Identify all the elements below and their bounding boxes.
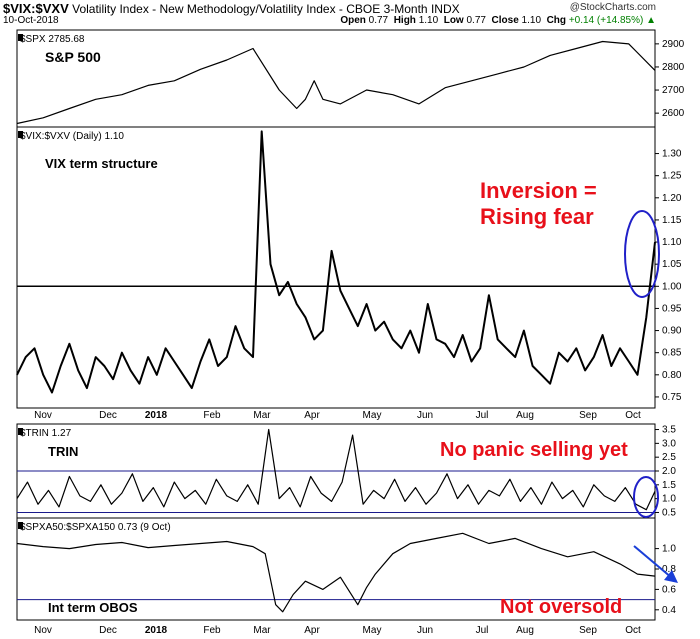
legend-spxa50_spxa150: $SPXA50:$SPXA150 0.73 (9 Oct) [20, 522, 171, 533]
y-tick-label: 1.5 [662, 480, 676, 491]
chg-value: +0.14 (+14.85%) [568, 15, 644, 26]
x-tick-label: Mar [253, 410, 271, 421]
callout-rising-fear: Rising fear [480, 204, 594, 229]
labels-layer: Nov Nov Dec Dec 2018 2018 Feb Feb Mar Mar Apr Apr Ma… [18, 34, 685, 636]
annotation-vix: VIX term structure [45, 156, 158, 171]
series-line-vix_vxv [16, 130, 656, 394]
axes-layer [16, 29, 659, 621]
x-tick-label: Jul [476, 625, 489, 636]
symbol: $VIX:$VXV [3, 1, 69, 16]
legend-spx: $SPX 2785.68 [20, 34, 85, 45]
y-tick-label: 1.0 [662, 494, 676, 505]
y-tick-label: 2.5 [662, 452, 676, 463]
close-value: 1.10 [521, 15, 542, 26]
open-value: 0.77 [368, 15, 389, 26]
series-line-spxa50_spxa150 [16, 532, 656, 613]
y-tick-label: 0.8 [662, 564, 676, 575]
y-tick-label: 2700 [662, 85, 685, 96]
y-tick-label: 0.6 [662, 584, 676, 595]
y-tick-label: 3.5 [662, 425, 676, 436]
arrow-head-icon [664, 570, 678, 583]
y-tick-label: 0.75 [662, 392, 682, 403]
legend-swatch [18, 131, 23, 138]
highlight-circle-trin [633, 476, 659, 518]
description: Volatility Index - New Methodology/Volat… [72, 2, 460, 16]
series-line-spx [16, 40, 656, 125]
x-tick-label: Feb [203, 625, 221, 636]
panel-frame [16, 126, 656, 409]
x-tick-label: Nov [34, 625, 52, 636]
x-tick-label: Jun [417, 625, 433, 636]
open-label: Open [340, 15, 366, 26]
x-tick-label: Sep [579, 410, 597, 421]
trend-arrow [633, 545, 673, 579]
y-tick-label: 0.95 [662, 303, 682, 314]
x-tick-label: May [363, 625, 382, 636]
x-tick-label: Oct [625, 625, 641, 636]
y-tick-label: 0.80 [662, 370, 682, 381]
y-tick-label: 1.10 [662, 237, 682, 248]
low-value: 0.77 [466, 15, 486, 26]
y-tick-label: 3.0 [662, 438, 676, 449]
callout-no-panic: No panic selling yet [440, 439, 628, 461]
x-tick-label: Apr [304, 410, 320, 421]
y-tick-label: 1.25 [662, 171, 682, 182]
annotation-spx: S&P 500 [45, 49, 101, 65]
x-tick-label: Jul [476, 410, 489, 421]
x-tick-label: Oct [625, 410, 641, 421]
x-tick-label: Apr [304, 625, 320, 636]
callout-inversion: Inversion = [480, 178, 597, 203]
x-tick-label: Aug [516, 625, 534, 636]
y-tick-label: 0.90 [662, 326, 682, 337]
x-tick-label: Dec [99, 410, 117, 421]
y-tick-label: 1.05 [662, 259, 682, 270]
chart-date: 10-Oct-2018 [3, 15, 59, 26]
y-tick-label: 2.0 [662, 466, 676, 477]
x-tick-label: Aug [516, 410, 534, 421]
y-tick-label: 1.00 [662, 281, 682, 292]
y-tick-label: 1.20 [662, 193, 682, 204]
legend-swatch [18, 34, 23, 41]
callout-not-oversold: Not oversold [500, 596, 622, 618]
y-tick-label: 2800 [662, 62, 685, 73]
y-tick-label: 0.5 [662, 507, 676, 518]
legend-swatch [18, 522, 23, 529]
y-tick-label: 1.0 [662, 544, 676, 555]
x-tick-label: Jun [417, 410, 433, 421]
annotation-trin: TRIN [48, 444, 78, 459]
highlight-circle-vix [624, 210, 660, 298]
chart-title: $VIX:$VXV Volatility Index - New Methodo… [3, 1, 460, 16]
x-tick-label: May [363, 410, 382, 421]
annotation-obos: Int term OBOS [48, 600, 138, 615]
x-tick-label: Mar [253, 625, 271, 636]
y-tick-label: 0.4 [662, 605, 676, 616]
y-tick-label: 1.30 [662, 149, 682, 160]
close-label: Close [491, 15, 519, 26]
x-tick-label: Dec [99, 625, 117, 636]
low-label: Low [443, 15, 464, 26]
ohlc-readout: Open 0.77 High 1.10 Low 0.77 Close 1.10 … [340, 15, 656, 26]
series-line-trin [16, 428, 656, 511]
high-label: High [393, 15, 416, 26]
x-tick-label: Feb [203, 410, 221, 421]
x-tick-label: 2018 [145, 625, 168, 636]
chg-label: Chg [546, 15, 567, 26]
up-arrow-icon: ▲ [646, 15, 656, 26]
y-tick-label: 1.15 [662, 215, 682, 226]
legend-vix_vxv: $VIX:$VXV (Daily) 1.10 [20, 131, 124, 142]
x-tick-label: Sep [579, 625, 597, 636]
chart-header: $VIX:$VXV Volatility Index - New Methodo… [0, 0, 700, 30]
high-value: 1.10 [418, 15, 439, 26]
y-tick-label: 0.85 [662, 348, 682, 359]
legend-trin: $TRIN 1.27 [20, 428, 72, 439]
x-tick-label: Nov [34, 410, 52, 421]
legend-swatch [18, 428, 23, 435]
brand-logo: @StockCharts.com [569, 2, 656, 13]
y-tick-label: 2600 [662, 108, 685, 119]
series-layer [16, 40, 656, 613]
x-tick-label: 2018 [145, 410, 168, 421]
panel-frame [16, 29, 656, 128]
y-tick-label: 2900 [662, 39, 685, 50]
